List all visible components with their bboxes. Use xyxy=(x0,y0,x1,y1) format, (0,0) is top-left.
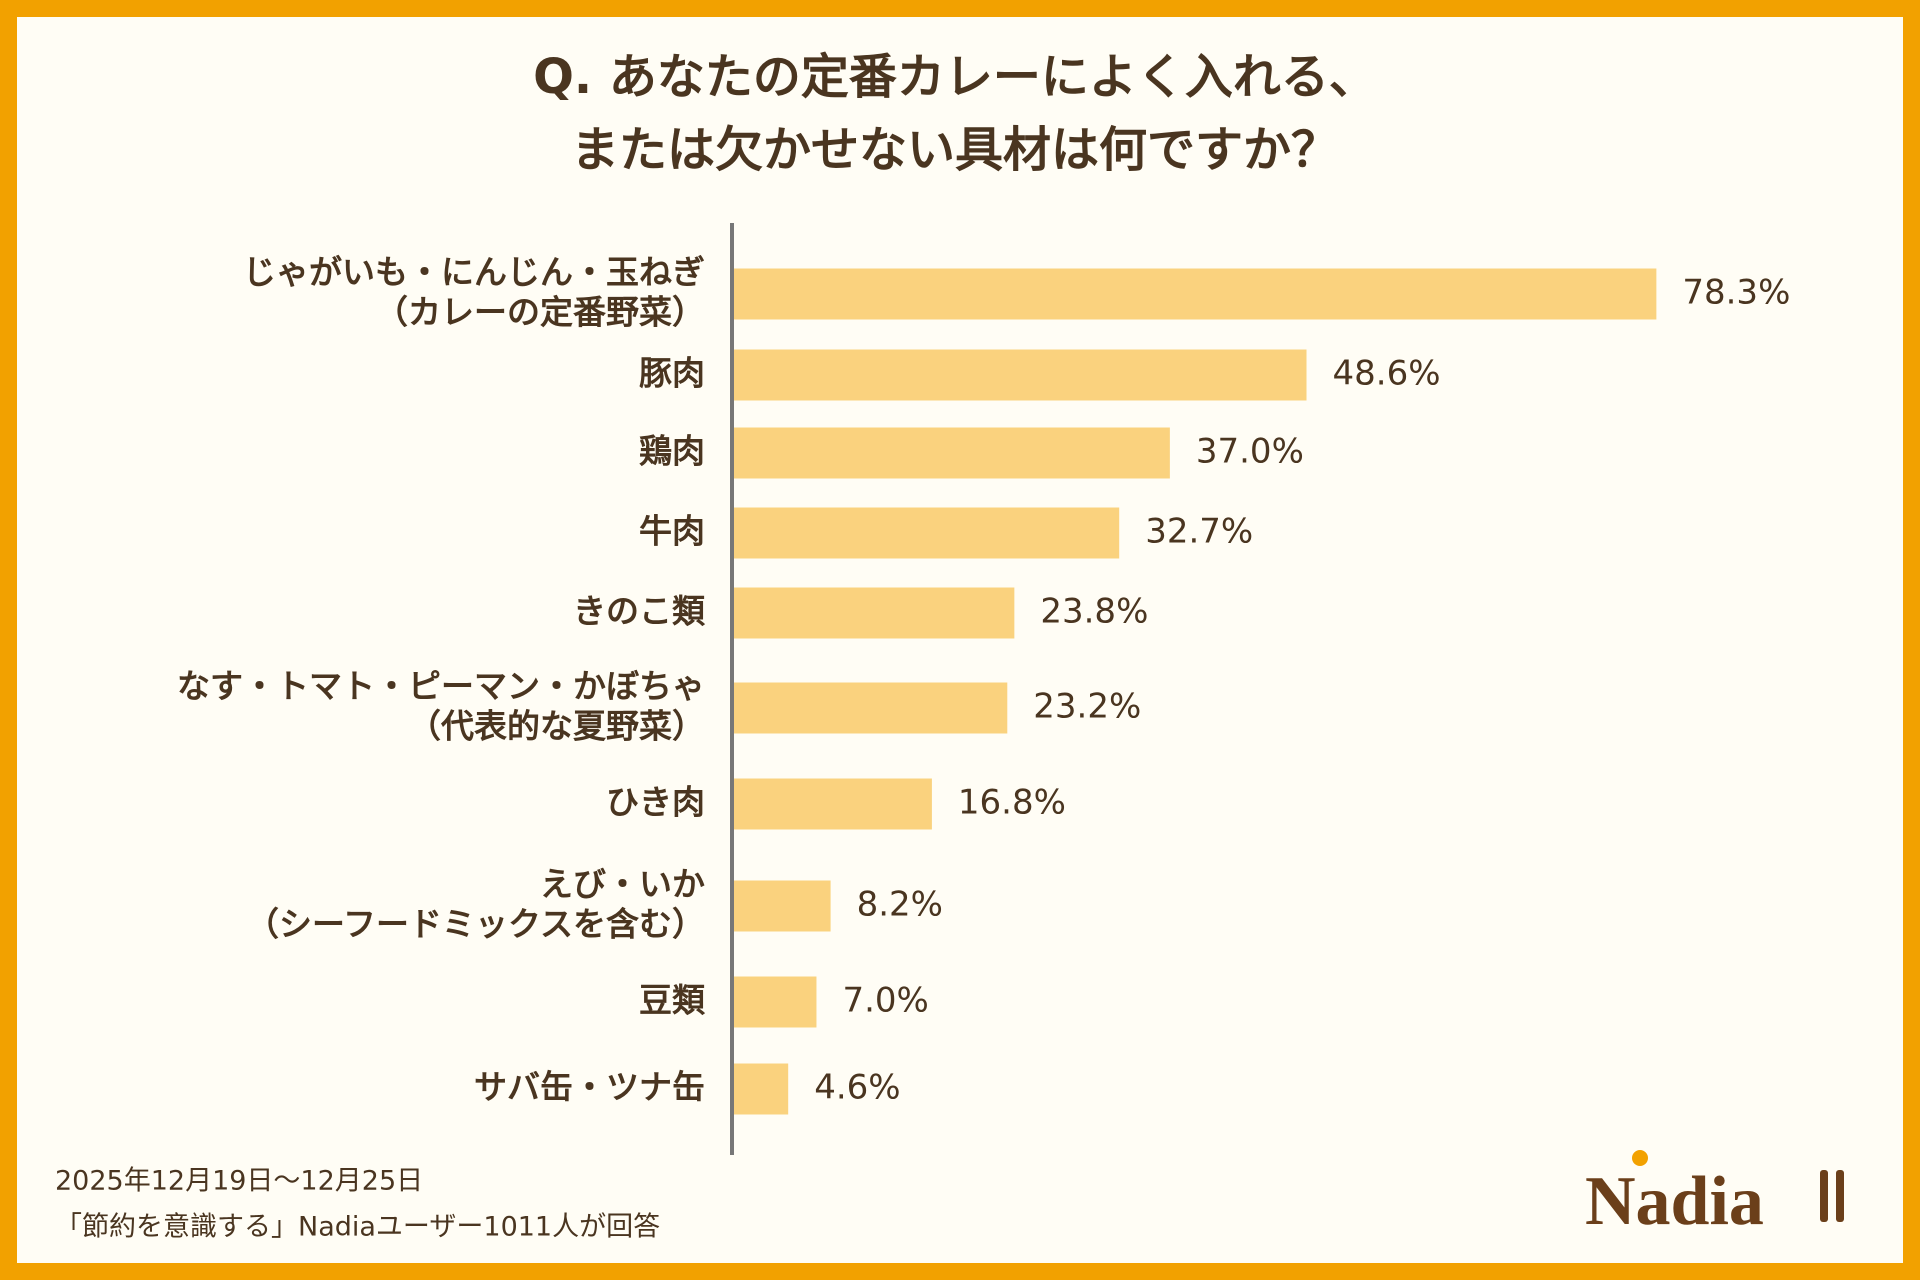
bar xyxy=(734,507,1120,559)
category-label: えび・いか xyxy=(540,865,705,904)
note: 「節約を意識する」Nadiaユーザー1011人が回答 xyxy=(55,1212,660,1243)
chart-title: Q. あなたの定番カレーによく入れる、 xyxy=(533,49,1377,105)
category-label: ひき肉 xyxy=(606,783,705,822)
bar xyxy=(734,268,1657,320)
bar xyxy=(734,1063,789,1115)
category-label: きのこ類 xyxy=(573,592,706,631)
category-label: 鶏肉 xyxy=(639,432,705,471)
category-label: なす・トマト・ピーマン・かぼちゃ xyxy=(177,667,705,706)
bar xyxy=(734,682,1008,734)
bar xyxy=(734,880,831,932)
bar xyxy=(734,976,817,1028)
category-label: 牛肉 xyxy=(639,512,705,551)
category-label: （シーフードミックスを含む） xyxy=(246,905,705,944)
note: 2025年12月19日〜12月25日 xyxy=(55,1166,423,1197)
value-label: 23.2% xyxy=(1033,687,1141,727)
bar xyxy=(734,587,1015,639)
category-label: （カレーの定番野菜） xyxy=(375,293,705,332)
category-label: 豚肉 xyxy=(639,354,705,393)
category-label: （代表的な夏野菜） xyxy=(408,707,705,746)
category-label: 豆類 xyxy=(639,981,706,1020)
value-label: 4.6% xyxy=(814,1068,900,1108)
logo: Nadia xyxy=(1585,1163,1764,1240)
value-label: 78.3% xyxy=(1682,273,1790,313)
value-label: 23.8% xyxy=(1040,592,1148,632)
value-label: 32.7% xyxy=(1145,512,1253,552)
value-label: 16.8% xyxy=(958,783,1066,823)
bar xyxy=(734,349,1307,401)
logo-icon xyxy=(1632,1150,1844,1222)
bar xyxy=(734,427,1170,479)
value-label: 7.0% xyxy=(842,981,928,1021)
value-label: 37.0% xyxy=(1196,432,1304,472)
category-label: サバ缶・ツナ缶 xyxy=(474,1068,705,1107)
chart-title: または欠かせない具材は何ですか？ xyxy=(571,122,1339,178)
bar xyxy=(734,778,932,830)
value-label: 48.6% xyxy=(1333,354,1441,394)
category-label: じゃがいも・にんじん・玉ねぎ xyxy=(243,253,705,292)
value-label: 8.2% xyxy=(857,885,943,925)
